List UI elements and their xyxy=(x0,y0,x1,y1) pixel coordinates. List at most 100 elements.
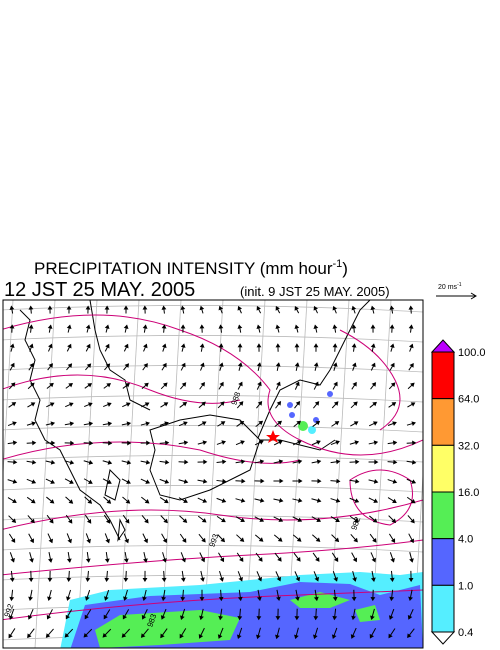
wind-arrow-head xyxy=(275,324,281,330)
wind-arrow-head xyxy=(124,538,129,544)
wind-arrow-head xyxy=(198,634,204,639)
wind-arrow-head xyxy=(124,363,130,368)
grid-line xyxy=(3,300,14,481)
wind-arrow-head xyxy=(258,557,263,562)
wind-arrow-head xyxy=(218,362,224,367)
wind-arrow-head xyxy=(69,479,74,484)
wind-arrow-head xyxy=(390,538,396,543)
wind-arrow-head xyxy=(237,596,243,602)
wind-arrow-head xyxy=(88,479,93,484)
grid-line xyxy=(3,335,423,343)
wind-arrow-head xyxy=(201,537,206,543)
wind-arrow-head xyxy=(88,421,94,427)
wind-arrow-head xyxy=(123,558,129,563)
wind-arrow-head xyxy=(10,362,15,368)
wind-arrow-head xyxy=(408,324,414,329)
wind-arrow-head xyxy=(104,577,110,583)
wind-arrow-head xyxy=(145,421,151,427)
wind-arrow-head xyxy=(411,479,417,484)
wind-arrow-head xyxy=(48,558,53,563)
wind-arrow-head xyxy=(10,557,15,563)
wind-arrow-head xyxy=(161,324,167,329)
wind-arrow-head xyxy=(140,633,146,638)
wind-arrow-head xyxy=(199,615,204,621)
wind-arrow-head xyxy=(12,479,18,484)
colorbar-label: 4.0 xyxy=(458,534,473,546)
wind-arrow-head xyxy=(313,362,319,367)
wind-arrow-head xyxy=(258,420,264,426)
wind-arrow-head xyxy=(256,616,262,621)
wind-arrow-head xyxy=(145,479,151,484)
wind-arrow-head xyxy=(121,633,127,638)
wind-arrow-head xyxy=(144,382,149,388)
wind-arrow-head xyxy=(408,577,414,583)
wind-arrow-head xyxy=(294,362,300,367)
wind-arrow-head xyxy=(165,440,170,446)
subtitle-init: (init. 9 JST 25 MAY. 2005) xyxy=(240,284,390,299)
wind-arrow-head xyxy=(180,305,186,311)
wind-arrow-head xyxy=(162,538,168,544)
wind-arrow-head xyxy=(353,401,358,407)
wind-arrow-head xyxy=(126,421,132,427)
wind-arrow-head xyxy=(335,498,341,503)
wind-arrow-head xyxy=(161,596,167,602)
wind-arrow-head xyxy=(201,401,206,407)
wind-arrow-head xyxy=(222,478,227,484)
wind-arrow-head xyxy=(297,497,303,503)
wind-arrow-head xyxy=(180,596,186,602)
wind-arrow-head xyxy=(313,616,319,621)
wind-arrow-head xyxy=(45,633,51,638)
wind-arrow-head xyxy=(48,343,53,349)
wind-arrow-head xyxy=(409,558,414,563)
wind-arrow-head xyxy=(237,305,243,311)
wind-arrow-head xyxy=(256,324,262,330)
wind-arrow-head xyxy=(105,519,111,524)
wind-arrow-head xyxy=(144,402,150,407)
wind-arrow-head xyxy=(276,400,282,406)
wind-arrow-head xyxy=(105,538,110,544)
wind-arrow-head xyxy=(393,459,398,465)
scale-text: 20 ms xyxy=(438,284,458,291)
wind-arrow-head xyxy=(218,343,224,348)
wind-arrow-head xyxy=(276,596,281,602)
wind-arrow-head xyxy=(86,363,92,368)
wind-arrow-head xyxy=(9,343,15,348)
wind-arrow-head xyxy=(294,324,300,330)
wind-arrow-head xyxy=(8,633,13,639)
wind-arrow-head xyxy=(103,614,108,620)
wind-arrow-head xyxy=(371,557,376,563)
wind-arrow-head xyxy=(179,633,184,639)
wind-arrow-head xyxy=(295,381,300,387)
wind-arrow-head xyxy=(9,577,15,583)
colorbar-segment xyxy=(431,444,455,493)
wind-arrow-head xyxy=(241,478,246,484)
wind-arrow-head xyxy=(146,440,151,446)
wind-arrow-head xyxy=(412,440,417,446)
wind-arrow-head xyxy=(104,324,110,330)
wind-arrow-head xyxy=(317,478,322,484)
wind-arrow-head xyxy=(370,343,376,348)
wind-arrow-head xyxy=(31,479,37,484)
scale-sup: -1 xyxy=(457,282,462,288)
wind-arrow-head xyxy=(202,498,208,503)
wind-arrow-head xyxy=(49,499,55,504)
wind-arrow-head xyxy=(88,460,94,465)
wind-arrow-head xyxy=(257,381,262,387)
wind-arrow-head xyxy=(183,421,188,426)
wind-arrow-head xyxy=(370,597,376,602)
wind-arrow-head xyxy=(297,517,303,522)
wind-arrow-head xyxy=(294,343,300,348)
wind-arrow-head xyxy=(141,614,147,620)
wind-arrow-head xyxy=(66,577,72,583)
wind-arrow-head xyxy=(315,557,320,562)
wind-arrow-head xyxy=(125,518,130,524)
wind-arrow-head xyxy=(87,383,93,388)
grid-line xyxy=(3,425,423,433)
wind-arrow-head xyxy=(391,518,397,524)
wind-arrow-head xyxy=(238,381,243,387)
wind-arrow-head xyxy=(199,343,205,348)
wind-arrow-head xyxy=(239,537,245,542)
wind-arrow-head xyxy=(85,596,90,601)
wind-arrow-head xyxy=(278,517,284,522)
wind-arrow-head xyxy=(370,615,375,621)
